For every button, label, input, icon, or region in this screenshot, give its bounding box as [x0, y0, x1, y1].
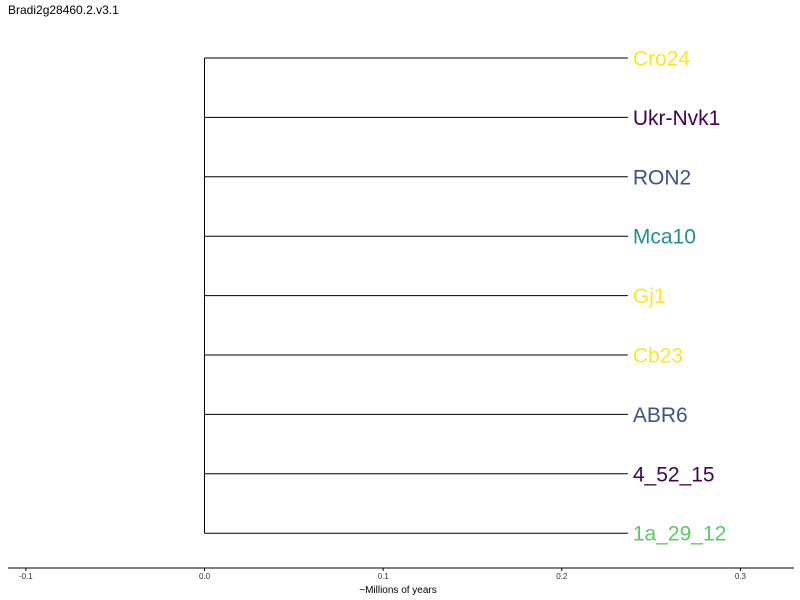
leaf-labels: Cro24 Ukr-Nvk1 RON2 Mca10 Gj1 Cb23 ABR6 4_52_15… [633, 48, 726, 546]
leaf-label: ABR6 [633, 404, 688, 427]
x-tick-label: 0.3 [735, 572, 747, 581]
leaf-label: Mca10 [633, 226, 696, 249]
leaf-label: Cb23 [633, 345, 683, 368]
x-axis-ticks: -0.1 0.0 0.1 0.2 0.3 [19, 568, 747, 581]
leaf-label: RON2 [633, 166, 691, 189]
x-tick-label: 0.1 [378, 572, 390, 581]
leaf-label: 4_52_15 [633, 463, 715, 486]
tree-branches [204, 57, 628, 534]
x-tick-label: 0.0 [199, 572, 211, 581]
x-tick-label: -0.1 [19, 572, 33, 581]
leaf-label: Cro24 [633, 48, 691, 71]
leaf-label: 1a_29_12 [633, 523, 726, 546]
x-tick-label: 0.2 [556, 572, 568, 581]
x-axis: -0.1 0.0 0.1 0.2 0.3 ~Millions of years [8, 567, 794, 596]
x-axis-title: ~Millions of years [359, 585, 437, 596]
plot-title: Bradi2g28460.2.v3.1 [8, 3, 119, 17]
leaf-label: Gj1 [633, 285, 666, 308]
leaf-label: Ukr-Nvk1 [633, 107, 721, 130]
